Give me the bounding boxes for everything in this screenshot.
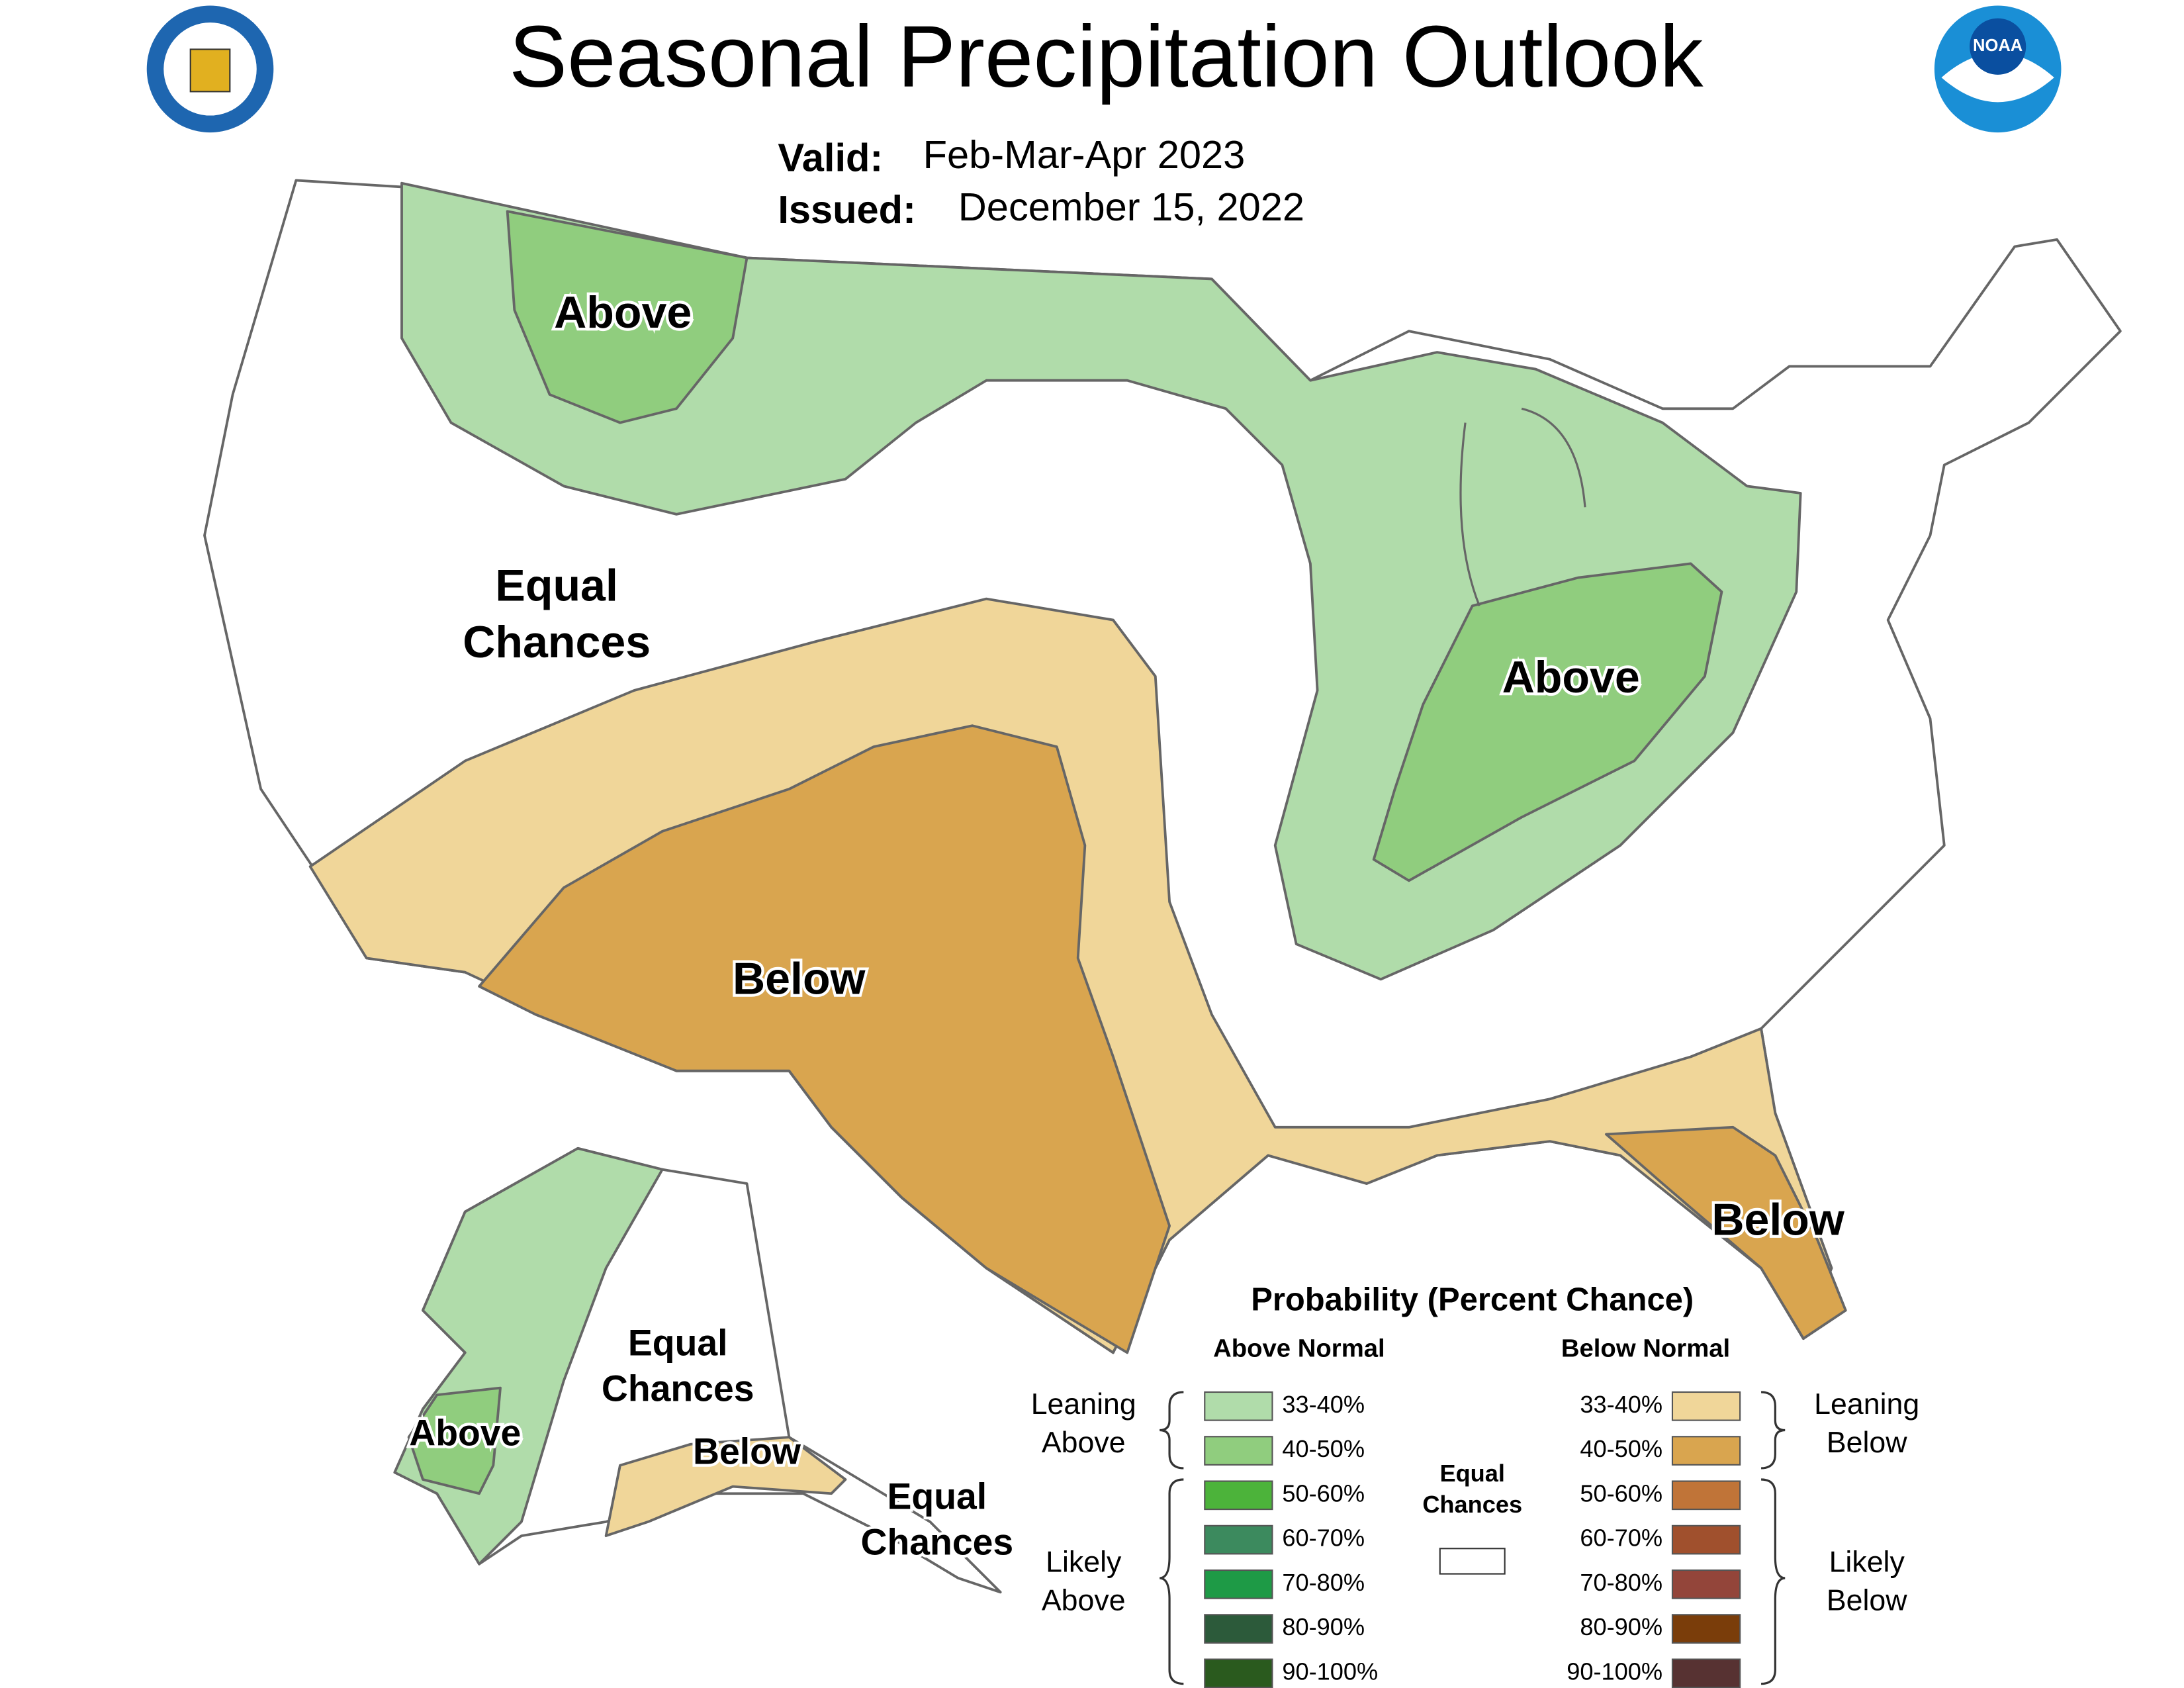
below-label: 40-50% bbox=[1580, 1435, 1662, 1462]
above-label: 60-70% bbox=[1282, 1524, 1365, 1552]
region-label: Chances bbox=[602, 1368, 754, 1409]
svg-text:NOAA: NOAA bbox=[1973, 36, 2023, 55]
valid-label: Valid: bbox=[778, 135, 883, 179]
above-swatch bbox=[1204, 1658, 1273, 1688]
above-label: 70-80% bbox=[1282, 1569, 1365, 1596]
below-label: 33-40% bbox=[1580, 1391, 1662, 1418]
likely-above: Above bbox=[1042, 1585, 1126, 1617]
region-label: Equal bbox=[495, 561, 617, 611]
noaa-logo: NOAA bbox=[1934, 5, 2062, 133]
region-label: Below bbox=[693, 1430, 801, 1472]
region-label: Chances bbox=[463, 617, 651, 667]
below-label: 50-60% bbox=[1580, 1479, 1662, 1507]
region-label: Equal bbox=[628, 1322, 728, 1363]
below-label: 90-100% bbox=[1567, 1658, 1662, 1685]
above-swatch bbox=[1204, 1569, 1273, 1599]
below-swatch bbox=[1671, 1614, 1741, 1644]
conus bbox=[203, 179, 2122, 1354]
above-label: 33-40% bbox=[1282, 1391, 1365, 1418]
issued-label: Issued: bbox=[778, 187, 916, 232]
above-label: 90-100% bbox=[1282, 1658, 1378, 1685]
region-label: Chances bbox=[861, 1522, 1014, 1563]
above-swatch bbox=[1204, 1480, 1273, 1511]
title: Seasonal Precipitation Outlook bbox=[509, 8, 1704, 105]
above-label: 50-60% bbox=[1282, 1479, 1365, 1507]
above-swatch bbox=[1204, 1614, 1273, 1644]
likely-below: Below bbox=[1827, 1585, 1907, 1617]
issued-value: December 15, 2022 bbox=[958, 185, 1304, 229]
equal-chances: Equal bbox=[1439, 1460, 1504, 1487]
above-swatch bbox=[1204, 1436, 1273, 1466]
region-label: Above bbox=[1502, 652, 1640, 702]
leaning-above: Above bbox=[1042, 1427, 1126, 1459]
likely-above: Likely bbox=[1046, 1546, 1122, 1579]
leaning-below: Leaning bbox=[1814, 1388, 1919, 1421]
below-label: 60-70% bbox=[1580, 1524, 1662, 1552]
above-header: Above Normal bbox=[1213, 1334, 1385, 1362]
above-label: 40-50% bbox=[1282, 1435, 1365, 1462]
legend-title: Probability (Percent Chance) bbox=[1251, 1282, 1694, 1318]
below-label: 70-80% bbox=[1580, 1569, 1662, 1596]
below-swatch bbox=[1671, 1391, 1741, 1421]
leaning-below: Below bbox=[1827, 1427, 1907, 1459]
above-swatch bbox=[1204, 1524, 1273, 1555]
below-label: 80-90% bbox=[1580, 1613, 1662, 1640]
above-swatch bbox=[1204, 1391, 1273, 1421]
above-label: 80-90% bbox=[1282, 1613, 1365, 1640]
below-header: Below Normal bbox=[1561, 1334, 1730, 1362]
region-label: Above bbox=[409, 1413, 521, 1454]
likely-below: Likely bbox=[1829, 1546, 1905, 1579]
region-label: Above bbox=[554, 287, 692, 338]
equal-swatch bbox=[1439, 1548, 1506, 1575]
region-label: Below bbox=[733, 954, 866, 1004]
equal-chances: Chances bbox=[1422, 1491, 1522, 1518]
region-label: Equal bbox=[887, 1476, 987, 1517]
below-swatch bbox=[1671, 1569, 1741, 1599]
below-swatch bbox=[1671, 1524, 1741, 1555]
legend-braces bbox=[1159, 1391, 1786, 1685]
leaning-above: Leaning bbox=[1031, 1388, 1136, 1421]
below-swatch bbox=[1671, 1658, 1741, 1688]
below-swatch bbox=[1671, 1480, 1741, 1511]
valid-value: Feb-Mar-Apr 2023 bbox=[923, 132, 1246, 177]
alaska bbox=[393, 1147, 1002, 1594]
region-label: Below bbox=[1711, 1195, 1845, 1245]
commerce-logo bbox=[146, 5, 274, 133]
below-swatch bbox=[1671, 1436, 1741, 1466]
